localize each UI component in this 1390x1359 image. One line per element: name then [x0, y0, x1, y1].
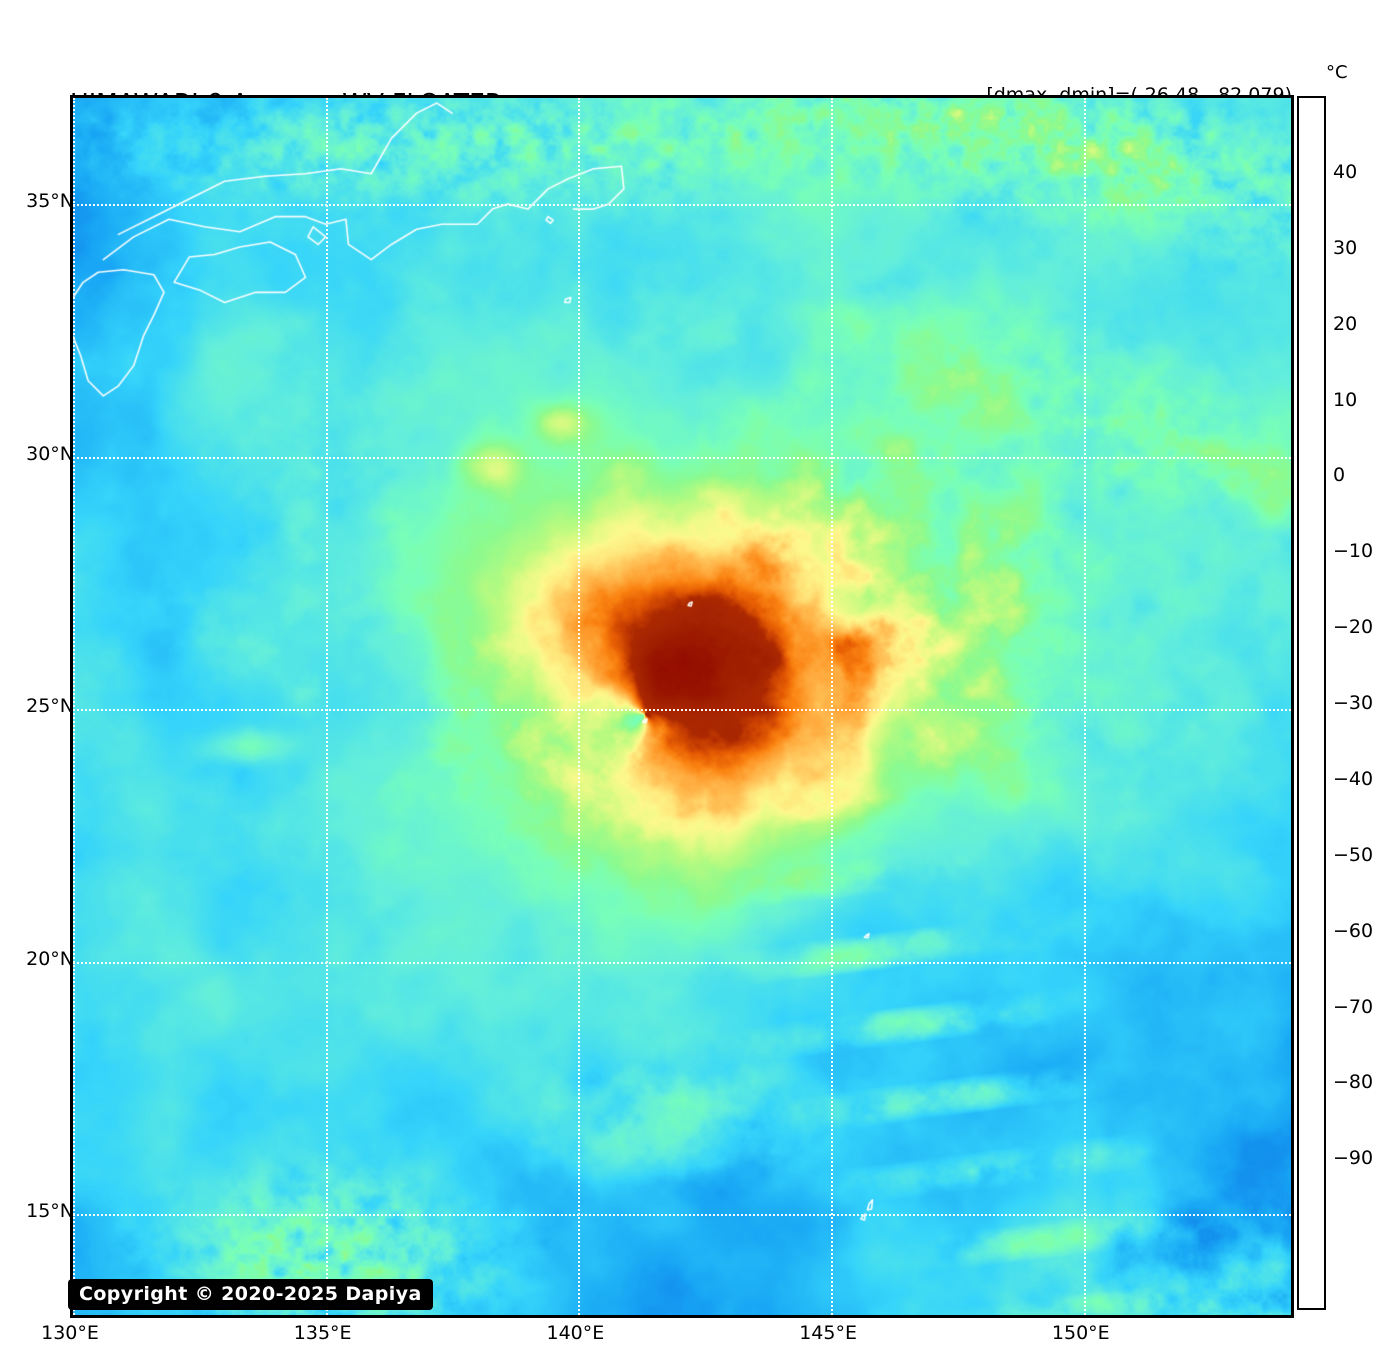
temperature-colorbar	[1297, 96, 1326, 1310]
colorbar-tick-label: −60	[1333, 919, 1374, 942]
copyright-watermark: Copyright © 2020-2025 Dapiya	[68, 1279, 433, 1310]
colorbar-tick-label: 0	[1333, 464, 1346, 487]
colorbar-tick-label: 40	[1333, 160, 1358, 183]
colorbar-tick-label: −20	[1333, 616, 1374, 639]
longitude-tick-label: 135°E	[293, 1322, 352, 1344]
colorbar-tick-label: −30	[1333, 692, 1374, 714]
longitude-tick-label: 145°E	[799, 1322, 857, 1344]
colorbar-tick-label: −10	[1333, 540, 1374, 563]
colorbar-tick-label: 10	[1333, 388, 1358, 411]
colorbar-tick-label: −80	[1333, 1071, 1374, 1094]
latitude-tick-label: 15°N	[26, 1200, 74, 1222]
colorbar-tick-label: 20	[1333, 312, 1358, 335]
latitude-tick-label: 20°N	[26, 947, 74, 970]
satellite-imagery-canvas	[73, 98, 1291, 1315]
colorbar-tick-label: −40	[1333, 767, 1374, 790]
longitude-tick-label: 150°E	[1051, 1322, 1110, 1344]
colorbar-unit-label: °C	[1326, 62, 1348, 83]
longitude-tick-label: 140°E	[546, 1322, 605, 1344]
longitude-tick-label: 130°E	[41, 1322, 99, 1344]
latitude-tick-label: 30°N	[26, 442, 74, 465]
colorbar-tick-label: 30	[1333, 236, 1358, 259]
latitude-tick-label: 25°N	[26, 695, 74, 718]
colorbar-tick-label: −70	[1333, 995, 1374, 1018]
latitude-tick-label: 35°N	[26, 190, 74, 213]
colorbar-tick-label: −90	[1333, 1147, 1374, 1170]
satellite-image-plot	[70, 95, 1294, 1318]
colorbar-tick-label: −50	[1333, 843, 1374, 866]
